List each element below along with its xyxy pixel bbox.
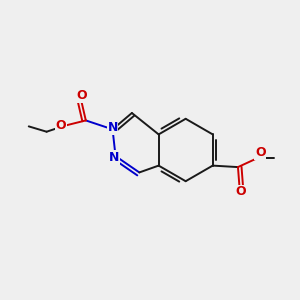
Text: N: N	[107, 122, 118, 134]
Text: O: O	[56, 119, 66, 132]
Text: O: O	[76, 89, 87, 102]
Text: O: O	[236, 185, 246, 198]
Text: O: O	[255, 146, 266, 159]
Text: N: N	[109, 151, 119, 164]
